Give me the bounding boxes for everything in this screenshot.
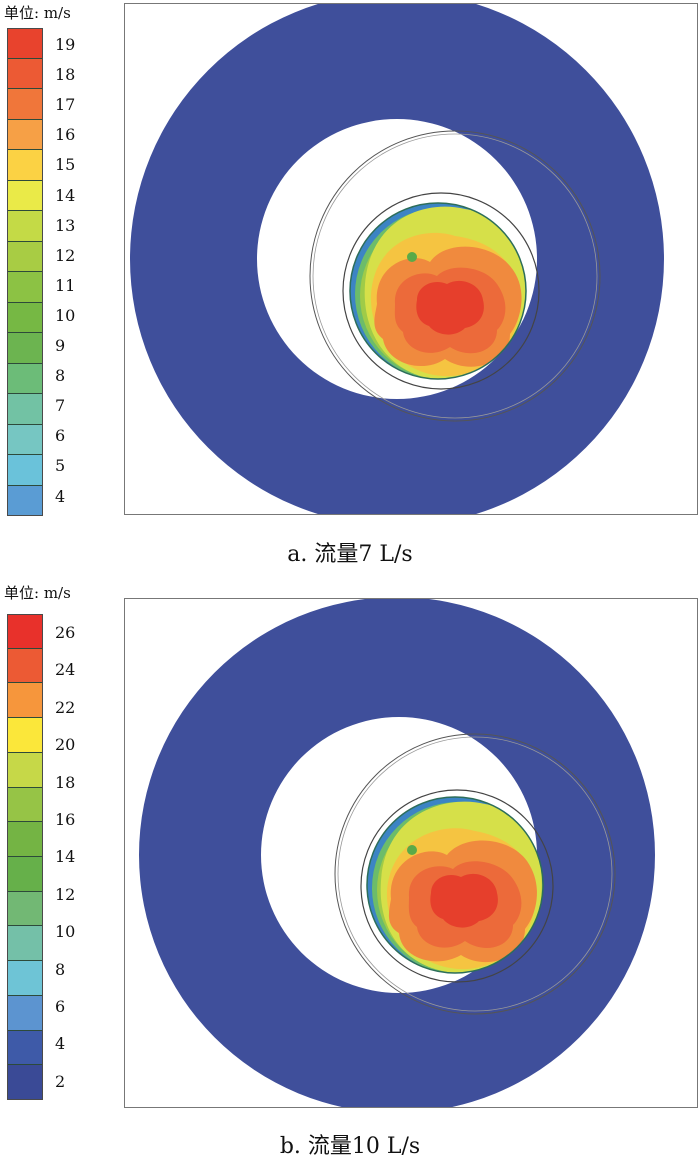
- legend-tick-label: 16: [55, 125, 76, 145]
- legend-swatch: [7, 822, 43, 857]
- legend-swatch: [7, 891, 43, 927]
- legend-tick-label: 4: [55, 486, 66, 506]
- legend-swatch: [7, 58, 43, 89]
- panel-a: 单位: m/s a. 流量7 L/s 19 18 17 1: [4, 3, 698, 567]
- legend-tick-label: 12: [55, 884, 76, 904]
- caption: b. 流量10 L/s: [279, 1134, 421, 1159]
- legend-tick-label: 20: [55, 735, 76, 755]
- outer-thin-circle: [334, 733, 616, 1015]
- outer-ring: [139, 599, 655, 1107]
- legend-tick-label: 2: [55, 1071, 66, 1091]
- legend-swatch: [7, 752, 43, 788]
- outer-thin-circle: [309, 130, 601, 422]
- legend-swatch: [7, 857, 43, 892]
- legend-tick-label: 13: [55, 215, 76, 235]
- legend-tick-label: 12: [55, 245, 76, 265]
- legend-swatch: [7, 211, 43, 242]
- legend-swatch: [7, 363, 43, 394]
- legend-swatch: [7, 455, 43, 486]
- legend-swatch: [7, 787, 43, 823]
- legend-tick-label: 14: [55, 185, 76, 205]
- legend-tick-label: 22: [55, 697, 76, 717]
- velocity-contour-plot: [124, 3, 698, 515]
- legend-tick-label: 9: [55, 336, 66, 355]
- legend-swatch: [7, 272, 43, 303]
- legend-tick-label: 4: [55, 1034, 66, 1054]
- legend-swatch: [7, 424, 43, 455]
- inner-contour: [367, 797, 543, 973]
- legend-swatch: [7, 89, 43, 120]
- inner-contour: [350, 203, 526, 379]
- legend-swatch: [7, 1030, 43, 1066]
- legend-tick-label: 14: [55, 847, 76, 867]
- legend-tick-label: 7: [55, 396, 66, 416]
- legend-tick-label: 10: [55, 922, 76, 942]
- legend-swatch: [7, 485, 43, 516]
- legend-swatch: [7, 961, 43, 996]
- legend-tick-label: 26: [55, 623, 76, 642]
- legend-tick-label: 16: [55, 810, 76, 829]
- legend-swatch: [7, 150, 43, 181]
- legend-swatch: [7, 995, 43, 1031]
- legend-swatch: [7, 180, 43, 211]
- legend-swatch: [7, 119, 43, 150]
- legend-tick-label: 19: [55, 35, 76, 54]
- legend-tick-label: 10: [55, 305, 76, 325]
- legend-swatch: [7, 614, 43, 649]
- legend-tick-label: 18: [55, 772, 76, 792]
- legend-swatch: [7, 394, 43, 425]
- unit-label: 单位: m/s: [4, 4, 71, 22]
- middle-thin-circle: [360, 789, 554, 983]
- unit-label: 单位: m/s: [4, 584, 71, 602]
- legend-swatch: [7, 1065, 43, 1100]
- color-legend: [7, 614, 43, 1100]
- legend-swatch: [7, 683, 43, 719]
- legend-swatch: [7, 648, 43, 684]
- legend-tick-label: 8: [55, 366, 66, 386]
- color-legend: [7, 28, 43, 516]
- legend-swatch: [7, 926, 43, 962]
- velocity-contour-plot: [124, 598, 698, 1108]
- legend-swatch: [7, 302, 43, 333]
- legend-swatch: [7, 333, 43, 364]
- contour-svg: [130, 4, 664, 514]
- legend-swatch: [7, 28, 43, 59]
- legend-tick-label: 8: [55, 959, 66, 979]
- outer-thin-circle-inner: [337, 736, 613, 1012]
- legend-tick-label: 18: [55, 65, 76, 85]
- outer-ring: [130, 4, 664, 514]
- legend-tick-label: 17: [55, 95, 76, 115]
- legend-tick-label: 15: [55, 155, 76, 175]
- contour-svg: [139, 599, 655, 1107]
- legend-swatch: [7, 718, 43, 753]
- legend-tick-label: 6: [55, 997, 66, 1016]
- legend-tick-label: 6: [55, 426, 66, 446]
- caption: a. 流量7 L/s: [287, 542, 413, 567]
- outer-thin-circle-inner: [312, 133, 598, 419]
- middle-thin-circle: [342, 192, 540, 390]
- legend-tick-label: 5: [55, 456, 66, 476]
- legend-swatch: [7, 241, 43, 272]
- legend-tick-label: 11: [55, 275, 76, 295]
- panel-b: 单位: m/s b. 流量10 L/s 26 24 22: [0, 580, 700, 1160]
- legend-tick-label: 24: [55, 660, 76, 680]
